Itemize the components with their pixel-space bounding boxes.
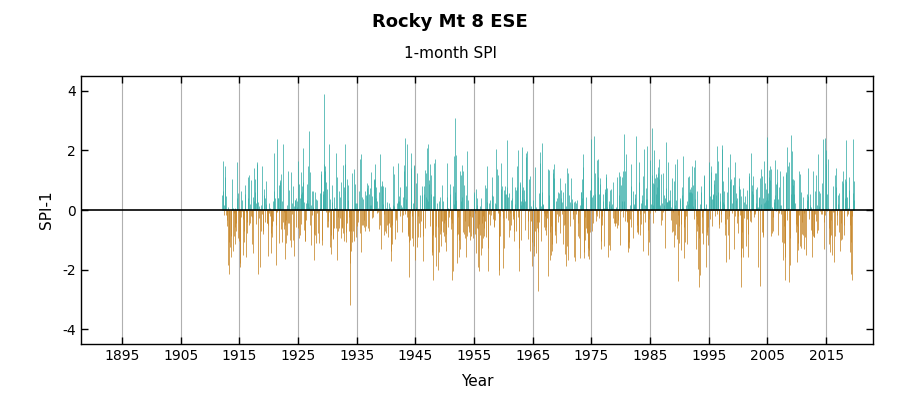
Y-axis label: SPI-1: SPI-1 [40,191,54,229]
X-axis label: Year: Year [461,374,493,389]
Text: Rocky Mt 8 ESE: Rocky Mt 8 ESE [372,13,528,31]
Text: 1-month SPI: 1-month SPI [403,46,497,61]
